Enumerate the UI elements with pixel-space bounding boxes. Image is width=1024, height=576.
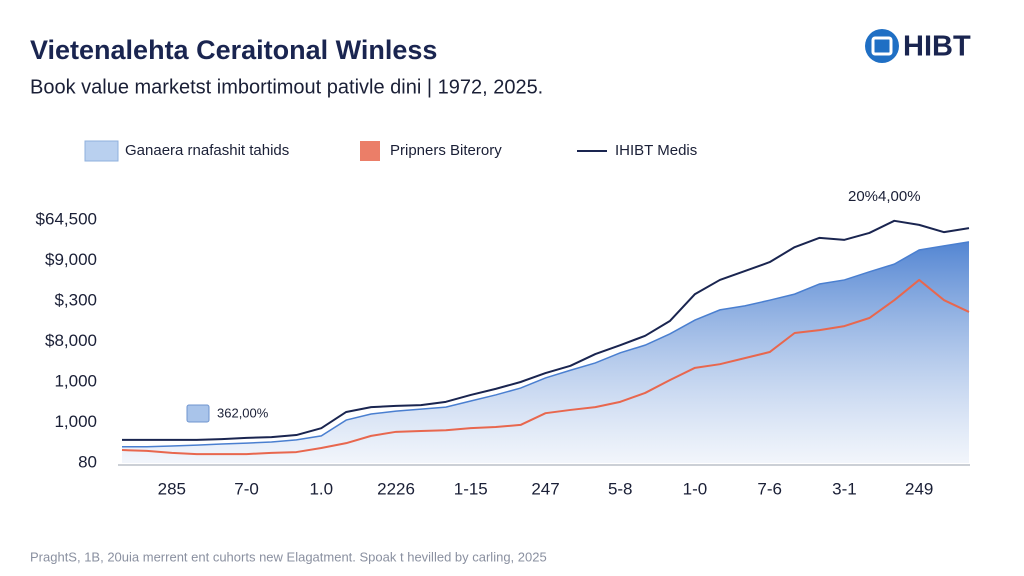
logo-text: HIBT xyxy=(903,31,971,63)
x-tick-label: 247 xyxy=(531,479,559,498)
x-tick-label: 1-15 xyxy=(454,479,488,498)
logo-icon xyxy=(865,29,899,63)
x-tick-label: 5-8 xyxy=(608,479,633,498)
legend-label: Pripners Biterory xyxy=(390,142,502,159)
footer: PraghtS, 1B, 20uia merrent ent cuhorts n… xyxy=(30,549,547,564)
area-edge xyxy=(122,241,970,448)
y-tick-label: 80 xyxy=(78,452,97,471)
annotation: 362,00% xyxy=(217,405,269,420)
annotation: 20%4,00% xyxy=(848,188,921,205)
logo: HIBT xyxy=(865,29,971,63)
legend-label: Ganaera rnafashit tahids xyxy=(125,142,289,159)
annotation-icon xyxy=(186,404,210,423)
area xyxy=(122,241,969,463)
logo-icon-inner xyxy=(871,36,893,56)
y-tick-label: $64,500 xyxy=(36,209,97,228)
legend-label: IHIBT Medis xyxy=(615,142,697,159)
x-tick-label: 1.0 xyxy=(309,479,333,498)
y-tick-label: $,300 xyxy=(54,290,97,309)
x-tick-label: 7-6 xyxy=(757,479,782,498)
line xyxy=(122,219,970,441)
x-tick-label: 7-0 xyxy=(234,479,259,498)
chart-subtitle: Book value marketst imbortimout pativle … xyxy=(30,76,543,98)
x-tick-label: 1-0 xyxy=(683,479,708,498)
y-tick-label: $9,000 xyxy=(45,250,97,269)
y-tick-label: 1,000 xyxy=(54,412,97,431)
y-tick-label: $8,000 xyxy=(45,331,97,350)
legend-swatch xyxy=(360,141,380,161)
x-tick-label: 3-1 xyxy=(832,479,857,498)
legend-swatch xyxy=(84,140,119,162)
line xyxy=(121,278,970,456)
y-tick-label: 1,000 xyxy=(54,371,97,390)
chart-title: Vietenalehta Ceraitonal Winless xyxy=(30,35,437,65)
x-tick-label: 285 xyxy=(158,479,186,498)
x-tick-label: 2226 xyxy=(377,479,415,498)
x-tick-label: 249 xyxy=(905,479,933,498)
